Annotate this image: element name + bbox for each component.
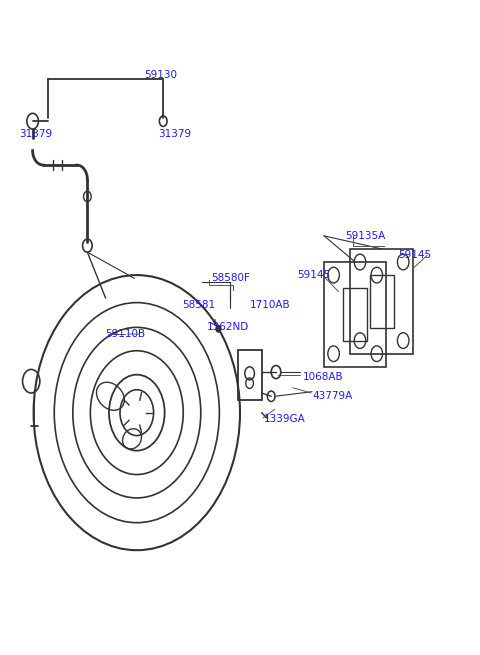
Text: 59145: 59145 bbox=[298, 270, 331, 280]
Text: 1339GA: 1339GA bbox=[264, 414, 306, 424]
Text: 1068AB: 1068AB bbox=[302, 371, 343, 382]
Text: 1710AB: 1710AB bbox=[250, 299, 290, 310]
Text: 59145: 59145 bbox=[398, 250, 432, 261]
Text: 43779A: 43779A bbox=[312, 391, 352, 402]
Text: 31379: 31379 bbox=[19, 129, 52, 140]
Text: 58581: 58581 bbox=[182, 299, 216, 310]
Text: 1362ND: 1362ND bbox=[206, 322, 249, 333]
Text: 59130: 59130 bbox=[144, 70, 177, 81]
Text: 31379: 31379 bbox=[158, 129, 192, 140]
Text: 59135A: 59135A bbox=[346, 231, 386, 241]
Text: 59110B: 59110B bbox=[106, 329, 146, 339]
Circle shape bbox=[216, 326, 221, 332]
Text: 58580F: 58580F bbox=[211, 273, 250, 284]
